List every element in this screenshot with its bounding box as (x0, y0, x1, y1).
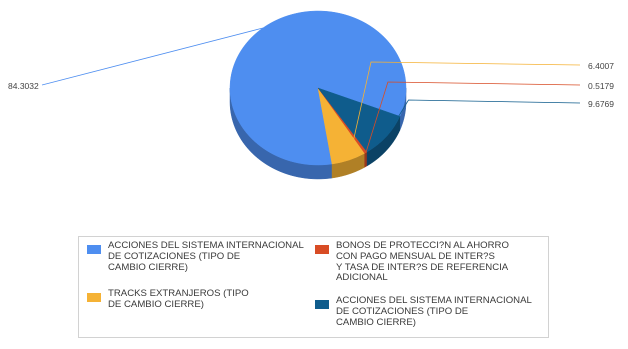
value-label-4: 9.6769 (588, 99, 614, 109)
value-label-2: 6.4007 (588, 61, 614, 71)
legend-swatch-3 (315, 245, 329, 254)
legend-item-4: ACCIONES DEL SISTEMA INTERNACIONAL DE CO… (315, 295, 532, 328)
value-label-3: 0.5179 (588, 81, 614, 91)
leader-line-1 (41, 27, 263, 86)
legend-swatch-1 (87, 245, 101, 254)
pie-slice-side-3 (364, 151, 368, 168)
legend-item-2: TRACKS EXTRANJEROS (TIPO DE CAMBIO CIERR… (87, 288, 249, 311)
leader-line-4 (386, 99, 581, 137)
legend-label-1: ACCIONES DEL SISTEMA INTERNACIONAL DE CO… (108, 240, 304, 273)
value-label-1: 84.3032 (8, 81, 39, 91)
legend-label-4: ACCIONES DEL SISTEMA INTERNACIONAL DE CO… (336, 295, 532, 328)
legend-item-1: ACCIONES DEL SISTEMA INTERNACIONAL DE CO… (87, 240, 304, 273)
legend: ACCIONES DEL SISTEMA INTERNACIONAL DE CO… (78, 236, 549, 338)
pie-chart-svg: 84.3032 6.4007 0.5179 9.6769 (8, 10, 614, 180)
legend-swatch-2 (87, 293, 101, 302)
leader-line-2 (348, 61, 581, 161)
legend-swatch-4 (315, 300, 329, 309)
legend-item-3: BONOS DE PROTECCI?N AL AHORRO CON PAGO M… (315, 240, 509, 284)
leader-line-3 (365, 81, 581, 153)
legend-label-2: TRACKS EXTRANJEROS (TIPO DE CAMBIO CIERR… (108, 288, 249, 310)
legend-label-3: BONOS DE PROTECCI?N AL AHORRO CON PAGO M… (336, 240, 509, 284)
